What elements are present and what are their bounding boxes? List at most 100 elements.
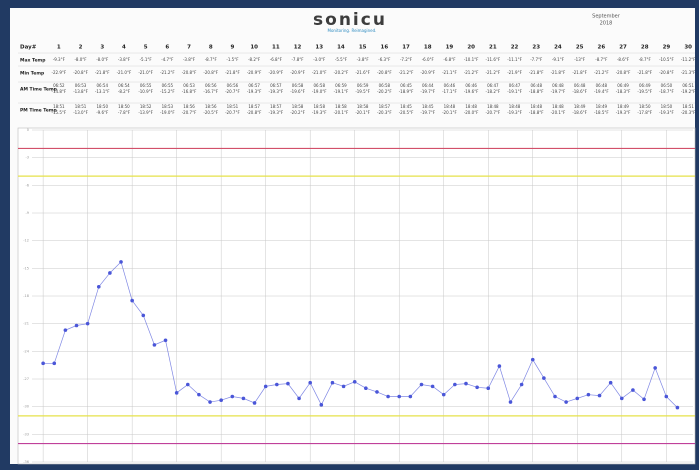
min-cell: -20.8°F bbox=[182, 70, 197, 75]
data-point bbox=[642, 397, 646, 402]
am-cell: 06:55 bbox=[162, 83, 174, 88]
row-label: Max Temp bbox=[20, 58, 46, 64]
min-cell: -20.9°F bbox=[420, 70, 435, 75]
min-cell: -21.8°F bbox=[225, 70, 240, 75]
min-cell: -21.8°F bbox=[572, 70, 587, 75]
min-cell: -21.2°F bbox=[464, 70, 479, 75]
day-number: 18 bbox=[424, 45, 432, 51]
min-cell: -21.2°F bbox=[160, 70, 175, 75]
day-number: 4 bbox=[122, 45, 126, 51]
pm-cell: -20.0°F bbox=[464, 110, 479, 115]
pm-cell: -7.8°F bbox=[118, 110, 131, 115]
pm-cell: 18:48 bbox=[465, 104, 477, 109]
pm-cell: -20.1°F bbox=[551, 110, 566, 115]
pm-cell: -18.6°F bbox=[572, 110, 587, 115]
pm-cell: 18:50 bbox=[661, 104, 673, 109]
max-cell: -8.2°F bbox=[248, 57, 261, 62]
data-point bbox=[308, 380, 312, 385]
logo: sonicu bbox=[313, 10, 387, 30]
pm-cell: 18:45 bbox=[422, 104, 434, 109]
pm-cell: 18:57 bbox=[248, 104, 260, 109]
max-cell: -7.7°F bbox=[530, 57, 543, 62]
data-point bbox=[408, 394, 413, 399]
data-point bbox=[85, 321, 90, 326]
y-tick-label: -36 bbox=[23, 460, 29, 464]
am-cell: 06:48 bbox=[596, 83, 608, 88]
am-cell: 06:58 bbox=[292, 83, 304, 88]
day-number: 10 bbox=[250, 45, 258, 51]
y-tick-label: -30 bbox=[23, 405, 29, 409]
pm-cell: 18:52 bbox=[140, 104, 152, 109]
data-point bbox=[330, 380, 335, 385]
am-cell: -19.7°F bbox=[551, 89, 566, 94]
max-cell: -9.3°F bbox=[53, 57, 66, 62]
day-number: 6 bbox=[165, 45, 169, 51]
day-number: 1 bbox=[57, 45, 61, 51]
min-cell: -20.8°F bbox=[377, 70, 392, 75]
pm-cell: -20.7°F bbox=[225, 110, 240, 115]
am-cell: 06:45 bbox=[400, 83, 412, 88]
pm-cell: -17.8°F bbox=[637, 110, 652, 115]
month: September bbox=[592, 14, 621, 20]
am-cell: -19.6°F bbox=[464, 89, 479, 94]
data-point bbox=[397, 394, 402, 399]
max-cell: -13°F bbox=[574, 57, 586, 62]
data-point bbox=[664, 394, 669, 399]
data-point bbox=[675, 405, 680, 410]
am-cell: -19.7°F bbox=[420, 89, 435, 94]
pm-cell: -20.3°F bbox=[681, 110, 696, 115]
min-cell: -21.2°F bbox=[486, 70, 501, 75]
data-point bbox=[386, 394, 390, 399]
pm-cell: 18:48 bbox=[509, 104, 521, 109]
am-cell: -20.2°F bbox=[377, 89, 392, 94]
data-point bbox=[508, 400, 513, 404]
min-cell: -22.9°F bbox=[52, 70, 67, 75]
pm-cell: -20.3°F bbox=[377, 110, 392, 115]
min-cell: -21.6°F bbox=[355, 70, 370, 75]
pm-cell: 18:50 bbox=[639, 104, 651, 109]
pm-cell: 18:51 bbox=[75, 104, 87, 109]
am-cell: -14.8°F bbox=[52, 89, 67, 94]
day-number: 22 bbox=[511, 45, 519, 51]
min-cell: -20.8°F bbox=[659, 70, 674, 75]
pm-cell: -9.6°F bbox=[96, 110, 109, 115]
min-cell: -21.1°F bbox=[442, 70, 457, 75]
am-cell: -8.2°F bbox=[118, 89, 131, 94]
y-tick-label: -9 bbox=[26, 211, 30, 215]
pm-cell: -18.5°F bbox=[594, 110, 609, 115]
y-tick-label: -6 bbox=[26, 183, 30, 187]
am-cell: 06:54 bbox=[118, 83, 130, 88]
pm-cell: 18:45 bbox=[400, 104, 412, 109]
y-tick-label: -15 bbox=[23, 266, 29, 270]
min-cell: -21.8°F bbox=[551, 70, 566, 75]
data-point bbox=[597, 393, 602, 398]
max-cell: -1.5°F bbox=[226, 57, 239, 62]
data-point bbox=[319, 403, 324, 407]
pm-cell: -13.9°F bbox=[138, 110, 153, 115]
min-cell: -21.3°F bbox=[681, 70, 696, 75]
max-cell: -7.2°F bbox=[400, 57, 413, 62]
data-point bbox=[586, 392, 591, 397]
day-number: 15 bbox=[359, 45, 367, 51]
am-cell: 06:56 bbox=[227, 83, 239, 88]
pm-cell: -19.0°F bbox=[160, 110, 175, 115]
am-cell: 06:46 bbox=[465, 83, 477, 88]
max-cell: -8.7°F bbox=[205, 57, 218, 62]
am-cell: -19.1°F bbox=[334, 89, 349, 94]
am-cell: 06:48 bbox=[530, 83, 542, 88]
pm-cell: 18:56 bbox=[205, 104, 217, 109]
pm-cell: 18:49 bbox=[617, 104, 629, 109]
row-label: AM Time Temp bbox=[20, 87, 58, 93]
am-cell: -19.3°F bbox=[247, 89, 262, 94]
y-tick-label: -27 bbox=[23, 377, 29, 381]
am-cell: -15.2°F bbox=[160, 89, 175, 94]
data-point bbox=[519, 382, 524, 387]
max-cell: -11.2°F bbox=[681, 57, 696, 62]
max-cell: -6.8°F bbox=[443, 57, 456, 62]
day-number: 5 bbox=[144, 45, 148, 51]
am-cell: 06:48 bbox=[574, 83, 586, 88]
min-cell: -20.9°F bbox=[269, 70, 284, 75]
data-point bbox=[241, 396, 246, 401]
data-point bbox=[130, 298, 134, 303]
